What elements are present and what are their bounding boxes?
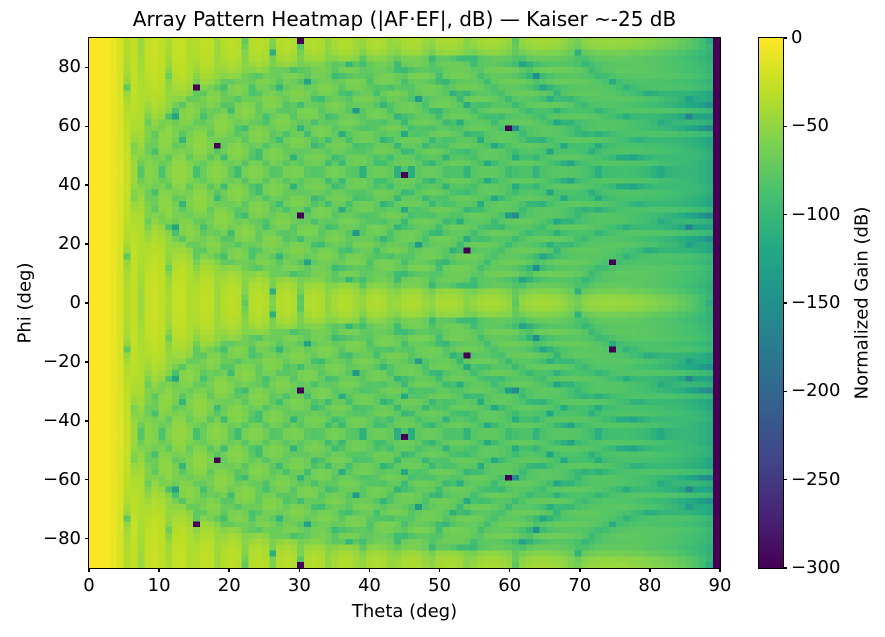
x-tick-label: 0	[83, 575, 95, 596]
x-tick-mark	[649, 568, 651, 572]
x-axis-label: Theta (deg)	[351, 601, 458, 622]
heatmap-canvas	[89, 38, 720, 568]
x-tick-label: 50	[428, 575, 451, 596]
y-tick-mark	[85, 302, 89, 304]
colorbar-tick-label: −250	[791, 468, 841, 490]
colorbar-label: Normalized Gain (dB)	[851, 206, 873, 400]
x-tick-mark	[508, 568, 511, 572]
colorbar-tick-label: −150	[791, 292, 841, 313]
colorbar-tick-mark	[783, 478, 787, 481]
colorbar-tick-mark	[783, 37, 787, 39]
colorbar-gradient	[759, 38, 783, 568]
y-tick-label: −80	[43, 527, 81, 549]
colorbar-tick-label: −300	[791, 557, 841, 578]
x-tick-label: 90	[708, 575, 732, 596]
y-tick-label: −20	[43, 350, 81, 372]
x-tick-label: 20	[217, 575, 241, 596]
colorbar-tick-label: −50	[791, 115, 829, 137]
y-tick-mark	[85, 537, 89, 540]
colorbar-tick-label: −200	[791, 380, 841, 402]
x-tick-label: 60	[498, 575, 522, 596]
y-tick-label: −60	[43, 468, 81, 490]
y-tick-mark	[85, 420, 89, 422]
y-tick-mark	[85, 361, 89, 363]
y-tick-label: 20	[58, 233, 81, 255]
x-tick-mark	[719, 568, 721, 572]
x-tick-label: 80	[638, 575, 662, 596]
x-tick-mark	[438, 568, 441, 572]
y-tick-label: 80	[58, 56, 81, 78]
x-tick-mark	[228, 568, 230, 572]
y-axis-label: Phi (deg)	[14, 262, 36, 344]
colorbar-tick-mark	[783, 302, 787, 304]
colorbar-tick-mark	[783, 390, 787, 393]
x-tick-mark	[88, 568, 90, 572]
x-tick-mark	[579, 568, 581, 572]
x-tick-label: 70	[568, 575, 592, 596]
colorbar-tick-mark	[783, 567, 787, 569]
y-tick-label: 60	[58, 115, 81, 137]
x-tick-mark	[158, 568, 160, 572]
colorbar-tick-label: 0	[791, 27, 803, 48]
x-tick-mark	[368, 568, 371, 572]
colorbar-tick-label: −100	[791, 203, 841, 225]
y-tick-mark	[85, 125, 89, 128]
x-tick-mark	[298, 568, 301, 572]
colorbar-tick-mark	[783, 213, 787, 216]
x-tick-label: 10	[147, 575, 171, 596]
y-tick-label: −40	[43, 409, 81, 431]
chart-title: Array Pattern Heatmap (|AF·EF|, dB) — Ka…	[132, 7, 677, 31]
y-tick-mark	[85, 478, 89, 481]
y-tick-label: 0	[69, 292, 81, 313]
y-tick-label: 40	[58, 174, 81, 196]
colorbar-tick-mark	[783, 125, 787, 128]
y-tick-mark	[85, 66, 89, 69]
x-tick-label: 40	[357, 575, 381, 596]
y-tick-mark	[85, 184, 89, 186]
y-tick-mark	[85, 243, 89, 245]
x-tick-label: 30	[287, 575, 311, 596]
